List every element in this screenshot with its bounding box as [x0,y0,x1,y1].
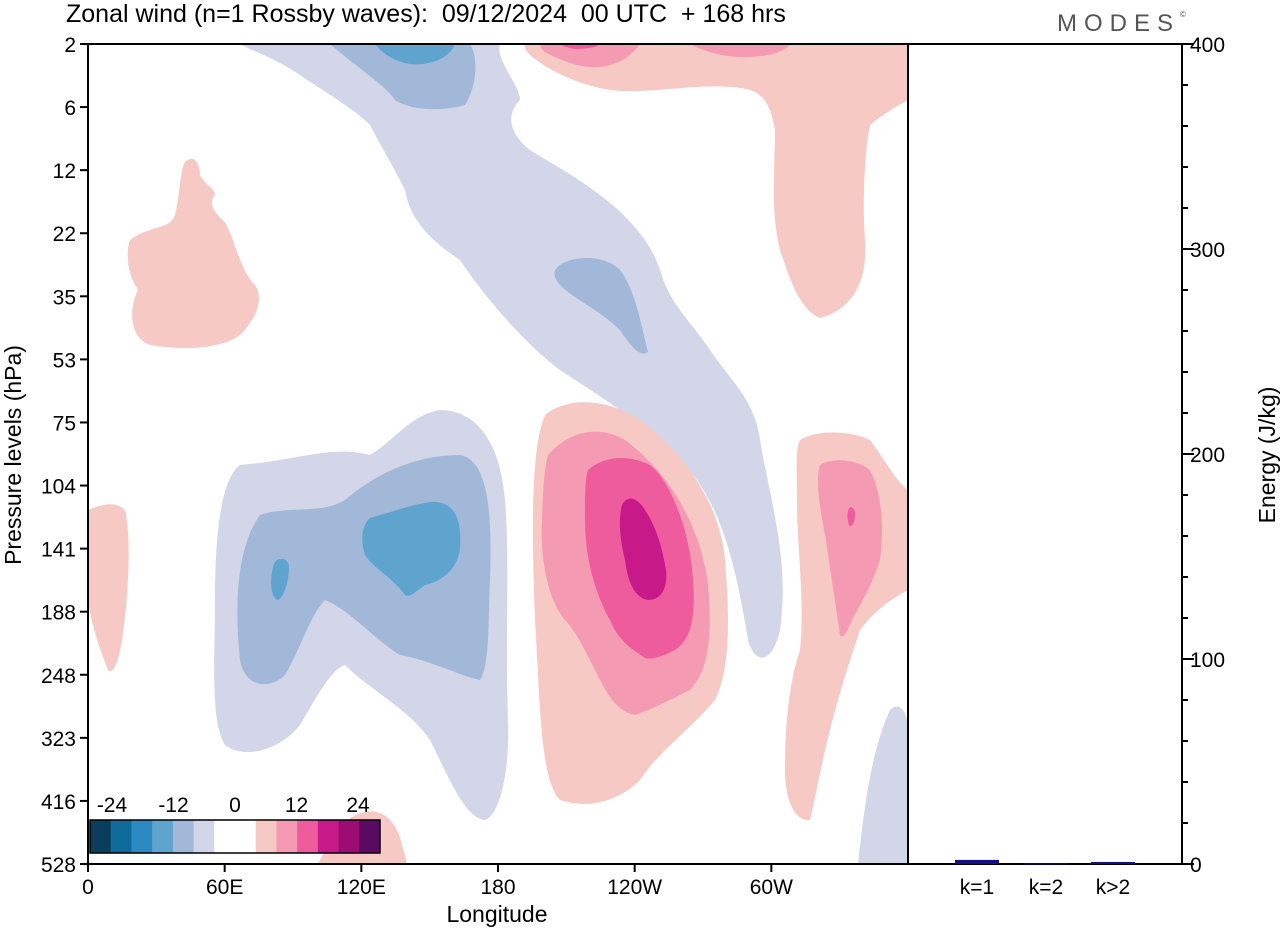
energy-bars: k=1 k=2 k>2 [955,859,1135,899]
pressure-tick-label: 188 [41,602,76,625]
pressure-tick-label: 75 [53,412,76,435]
colorbar-swatch [297,820,319,853]
energy-tick-label: 0 [1190,854,1202,877]
pos-top-right-moderate [690,44,790,58]
longitude-tick-label: 180 [480,876,515,899]
colorbar-swatch [317,820,340,853]
energy-tick-label: 400 [1190,34,1225,57]
neg-band-upper-center [375,44,455,65]
chart-title: Zonal wind (n=1 Rossby waves): 09/12/202… [66,0,786,28]
colorbar-swatch [214,820,236,853]
pos-top-center [524,44,908,318]
pressure-tick-label: 2 [64,34,76,57]
longitude-tick-label: 120W [607,876,662,899]
colorbar-tick-label: 0 [229,794,241,817]
pressure-tick-label: 528 [41,854,76,877]
pos-right-moderate [817,460,882,637]
energy-tick-label: 100 [1190,649,1225,672]
pos-left-edge [88,504,129,672]
colorbar-swatch [193,820,215,853]
longitude-axis: 0 60E 120E 180 120W 60W [82,864,793,899]
neg-lower-strong [362,501,461,596]
pressure-tick-label: 141 [41,539,76,562]
energy-category-label: k=1 [960,876,994,899]
energy-tick-label: 200 [1190,444,1225,467]
pressure-tick-label: 6 [64,97,76,120]
pressure-tick-label: 12 [53,160,76,183]
x-axis-title: Longitude [446,901,547,927]
pressure-tick-label: 416 [41,791,76,814]
pressure-axis: 2 6 12 22 35 53 75 104 141 188 248 323 416 528 [41,34,88,877]
energy-bar [1091,861,1135,864]
energy-bar [1024,863,1068,865]
pressure-tick-label: 22 [53,223,76,246]
neg-band-upper-core [330,44,476,110]
colorbar-swatch [255,820,277,853]
colorbar-swatch [131,820,153,853]
longitude-tick-label: 60W [750,876,793,899]
colorbar-tick-label: -24 [97,794,128,817]
pos-top-center-strong [560,44,600,49]
contour-field [88,44,908,864]
colorbar-swatch [235,820,257,853]
colorbar-tick-label: 12 [285,794,308,817]
colorbar-tick-label: 24 [346,794,370,817]
pressure-tick-label: 35 [53,286,76,309]
energy-category-label: k=2 [1029,876,1063,899]
energy-category-label: k>2 [1096,876,1130,899]
pos-center-core [619,498,667,600]
colorbar-swatch [338,820,360,853]
colorbar-swatch [90,820,112,853]
neg-band-upper [240,44,783,658]
pressure-tick-label: 53 [53,349,76,372]
pressure-tick-label: 323 [41,728,76,751]
neg-upper-blob [554,258,648,354]
pos-right-core [847,507,856,527]
pos-upper-left [127,158,260,348]
colorbar-swatch [110,820,132,853]
logo-text: MODES [1057,10,1181,37]
colorbar-swatch [152,820,174,853]
neg-bottom-right [858,706,908,864]
energy-tick-label: 300 [1190,239,1225,262]
colorbar-frame [89,819,381,854]
pressure-tick-label: 104 [41,476,76,499]
energy-axis: 0 100 200 300 400 [1182,34,1225,877]
colorbar-swatch [172,820,195,853]
colorbar-tick-label: -12 [158,794,188,817]
logo-copyright-mark: © [1180,10,1186,19]
pos-top-center-moderate [540,44,640,68]
energy-bar [955,859,999,864]
energy-axis-title: Energy (J/kg) [1254,387,1280,524]
longitude-tick-label: 120E [337,876,386,899]
neg-lower-strong-small [271,558,290,600]
colorbar-swatch [276,820,298,853]
longitude-tick-label: 0 [82,876,94,899]
y-axis-title: Pressure levels (hPa) [0,345,26,565]
pressure-tick-label: 248 [41,665,76,688]
colorbar-swatch [359,820,381,853]
longitude-tick-label: 60E [206,876,243,899]
colorbar: -24 -12 0 12 24 [89,794,381,854]
modes-logo: MODES© [1057,10,1186,38]
